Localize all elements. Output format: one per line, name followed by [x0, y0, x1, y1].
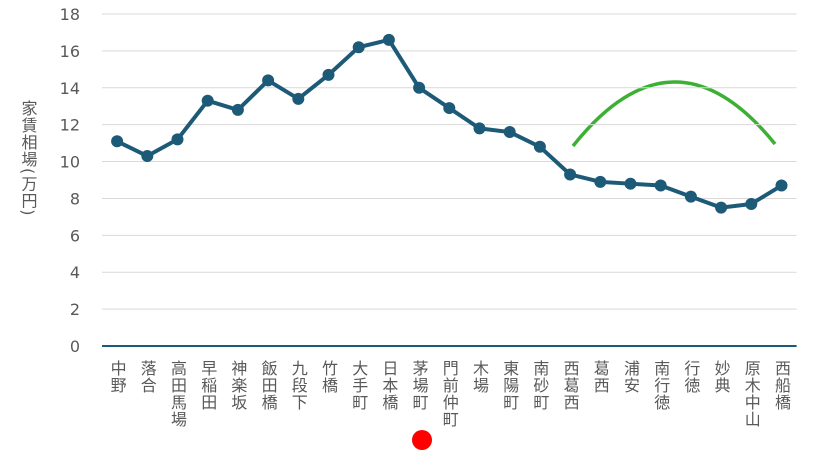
marker	[684, 190, 697, 203]
x-tick-label: 西葛西	[561, 360, 580, 411]
x-tick-label: 中野	[108, 360, 127, 394]
marker	[594, 175, 607, 188]
y-axis-label: 家賃相場(万円)	[19, 100, 38, 216]
marker	[171, 133, 184, 146]
marker	[231, 103, 244, 116]
y-tick-label: 12	[60, 116, 80, 135]
y-tick-label: 10	[60, 153, 80, 172]
highlight-dot	[412, 430, 432, 450]
x-tick-label: 西船橋	[772, 360, 791, 411]
highlight-arc	[571, 80, 777, 148]
y-tick-label: 14	[60, 79, 80, 98]
x-tick-label: 高田馬場	[168, 360, 187, 428]
marker	[564, 168, 577, 181]
x-tick-label: 茅場町	[410, 360, 429, 411]
marker	[141, 150, 154, 163]
x-tick-label: 南行徳	[651, 360, 670, 411]
x-tick-label: 東陽町	[500, 360, 519, 411]
marker	[111, 135, 124, 148]
y-tick-label: 8	[70, 189, 80, 208]
marker	[292, 92, 305, 105]
marker	[443, 102, 456, 115]
x-tick-label: 大手町	[349, 360, 368, 411]
x-tick-label: 早稲田	[198, 360, 217, 411]
x-tick-label: 原木中山	[742, 360, 761, 428]
marker	[715, 201, 728, 214]
x-tick-label: 妙典	[712, 360, 731, 394]
marker	[382, 33, 395, 46]
x-tick-label: 浦安	[621, 360, 640, 394]
y-tick-label: 2	[70, 300, 80, 319]
marker	[352, 41, 365, 54]
marker	[503, 126, 516, 139]
marker	[473, 122, 486, 135]
marker	[533, 140, 546, 153]
marker	[201, 94, 214, 107]
x-tick-label: 門前仲町	[440, 360, 459, 428]
marker	[624, 177, 637, 190]
y-tick-label: 6	[70, 226, 80, 245]
x-tick-label: 飯田橋	[259, 360, 278, 411]
y-tick-label: 18	[60, 5, 80, 24]
y-tick-label: 16	[60, 42, 80, 61]
x-tick-label: 落合	[138, 360, 157, 394]
x-tick-label: 葛西	[591, 360, 610, 394]
marker	[322, 68, 335, 81]
y-tick-label: 0	[70, 337, 80, 356]
marker	[745, 197, 758, 210]
marker	[775, 179, 788, 192]
x-tick-label: 神楽坂	[228, 360, 247, 411]
marker	[413, 81, 426, 94]
marker	[654, 179, 667, 192]
line	[116, 37, 783, 210]
x-tick-label: 竹橋	[319, 360, 338, 394]
x-tick-label: 九段下	[289, 360, 308, 411]
marker	[262, 74, 275, 87]
x-tick-label: 日本橋	[379, 360, 398, 411]
x-tick-label: 行徳	[681, 360, 700, 394]
x-tick-label: 木場	[470, 360, 489, 394]
y-tick-label: 4	[70, 263, 80, 282]
x-tick-label: 南砂町	[530, 360, 549, 411]
